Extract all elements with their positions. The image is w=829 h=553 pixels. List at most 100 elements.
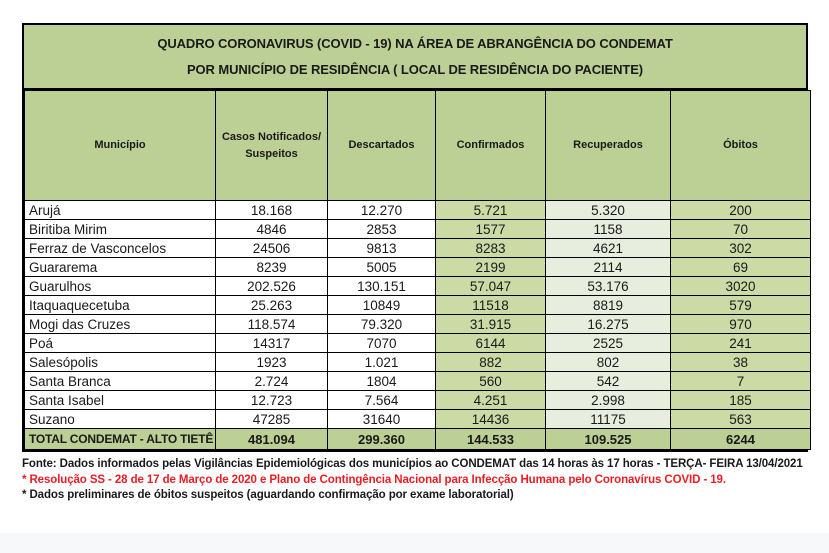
value-cell: 4846 bbox=[215, 219, 328, 239]
value-cell: 970 bbox=[670, 314, 811, 334]
value-cell: 14317 bbox=[215, 333, 328, 353]
table-row: Biritiba Mirim 4846 2853 1577 1158 70 bbox=[24, 219, 811, 239]
total-row: TOTAL CONDEMAT - ALTO TIETÊ 481.094 299.36… bbox=[24, 428, 811, 450]
value-cell: 542 bbox=[545, 371, 671, 391]
municipality-cell: Itaquaquecetuba bbox=[24, 295, 216, 315]
value-cell: 5005 bbox=[327, 257, 436, 277]
value-cell: 24506 bbox=[215, 238, 328, 258]
value-cell: 1804 bbox=[327, 371, 436, 391]
value-cell: 560 bbox=[435, 371, 546, 391]
value-cell: 302 bbox=[670, 238, 811, 258]
municipality-cell: Mogi das Cruzes bbox=[24, 314, 216, 334]
value-cell: 31640 bbox=[327, 409, 436, 429]
value-cell: 8283 bbox=[435, 238, 546, 258]
value-cell: 38 bbox=[670, 352, 811, 372]
value-cell: 10849 bbox=[327, 295, 436, 315]
covid-table-sheet: QUADRO CORONAVIRUS (COVID - 19) NA ÁREA … bbox=[22, 23, 811, 504]
value-cell: 12.723 bbox=[215, 390, 328, 410]
municipality-cell: Santa Isabel bbox=[24, 390, 216, 410]
value-cell: 1.021 bbox=[327, 352, 436, 372]
municipality-cell: Arujá bbox=[24, 200, 216, 220]
municipality-cell: Ferraz de Vasconcelos bbox=[24, 238, 216, 258]
value-cell: 2525 bbox=[545, 333, 671, 353]
value-cell: 130.151 bbox=[327, 276, 436, 296]
total-value-cell: 6244 bbox=[670, 428, 811, 450]
municipality-cell: Biritiba Mirim bbox=[24, 219, 216, 239]
value-cell: 2199 bbox=[435, 257, 546, 277]
header-row: Município Casos Notificados/Suspeitos Desc… bbox=[24, 90, 811, 201]
table-row: Santa Branca 2.724 1804 560 542 7 bbox=[24, 371, 811, 391]
footnote-preliminary-deaths: * Dados preliminares de óbitos suspeitos… bbox=[22, 489, 514, 501]
value-cell: 6144 bbox=[435, 333, 546, 353]
value-cell: 18.168 bbox=[215, 200, 328, 220]
value-cell: 202.526 bbox=[215, 276, 328, 296]
municipality-cell: Santa Branca bbox=[24, 371, 216, 391]
value-cell: 47285 bbox=[215, 409, 328, 429]
value-cell: 4.251 bbox=[435, 390, 546, 410]
value-cell: 79.320 bbox=[327, 314, 436, 334]
value-cell: 70 bbox=[670, 219, 811, 239]
table-row: Guararema 8239 5005 2199 2114 69 bbox=[24, 257, 811, 277]
value-cell: 563 bbox=[670, 409, 811, 429]
table-row: Salesópolis 1923 1.021 882 802 38 bbox=[24, 352, 811, 372]
value-cell: 11518 bbox=[435, 295, 546, 315]
col-header-3: Confirmados bbox=[435, 90, 546, 201]
total-label-cell: TOTAL CONDEMAT - ALTO TIETÊ bbox=[24, 428, 216, 450]
value-cell: 9813 bbox=[327, 238, 436, 258]
value-cell: 57.047 bbox=[435, 276, 546, 296]
value-cell: 882 bbox=[435, 352, 546, 372]
value-cell: 11175 bbox=[545, 409, 671, 429]
value-cell: 8239 bbox=[215, 257, 328, 277]
table-row: Ferraz de Vasconcelos 24506 9813 8283 4621 30… bbox=[24, 238, 811, 258]
value-cell: 1158 bbox=[545, 219, 671, 239]
table-row: Santa Isabel 12.723 7.564 4.251 2.998 185 bbox=[24, 390, 811, 410]
municipality-cell: Guararema bbox=[24, 257, 216, 277]
table-row: Guarulhos 202.526 130.151 57.047 53.176 3020 bbox=[24, 276, 811, 296]
value-cell: 53.176 bbox=[545, 276, 671, 296]
municipality-cell: Suzano bbox=[24, 409, 216, 429]
value-cell: 2.998 bbox=[545, 390, 671, 410]
value-cell: 7070 bbox=[327, 333, 436, 353]
table-row: Itaquaquecetuba 25.263 10849 11518 8819 579 bbox=[24, 295, 811, 315]
value-cell: 16.275 bbox=[545, 314, 671, 334]
value-cell: 1577 bbox=[435, 219, 546, 239]
col-header-5: Óbitos bbox=[670, 90, 811, 201]
covid-table-frame: QUADRO CORONAVIRUS (COVID - 19) NA ÁREA … bbox=[22, 23, 811, 452]
total-value-cell: 144.533 bbox=[435, 428, 546, 450]
table-title-line2: POR MUNICÍPIO DE RESIDÊNCIA ( LOCAL DE R… bbox=[186, 62, 644, 77]
footnote-resolution: * Resolução SS - 28 de 17 de Março de 20… bbox=[22, 473, 726, 486]
footnote-source: Fonte: Dados informados pelas Vigilância… bbox=[22, 458, 803, 470]
value-cell: 802 bbox=[545, 352, 671, 372]
value-cell: 2.724 bbox=[215, 371, 328, 391]
value-cell: 1923 bbox=[215, 352, 328, 372]
col-header-0: Município bbox=[24, 90, 216, 201]
value-cell: 7 bbox=[670, 371, 811, 391]
value-cell: 69 bbox=[670, 257, 811, 277]
table-title-block: QUADRO CORONAVIRUS (COVID - 19) NA ÁREA … bbox=[24, 25, 806, 90]
value-cell: 12.270 bbox=[327, 200, 436, 220]
total-value-cell: 299.360 bbox=[327, 428, 436, 450]
value-cell: 14436 bbox=[435, 409, 546, 429]
value-cell: 579 bbox=[670, 295, 811, 315]
value-cell: 5.721 bbox=[435, 200, 546, 220]
covid-data-table: Município Casos Notificados/Suspeitos Desc… bbox=[24, 90, 811, 450]
value-cell: 7.564 bbox=[327, 390, 436, 410]
value-cell: 25.263 bbox=[215, 295, 328, 315]
municipality-cell: Guarulhos bbox=[24, 276, 216, 296]
col-header-4: Recuperados bbox=[545, 90, 671, 201]
table-row: Suzano 47285 31640 14436 11175 563 bbox=[24, 409, 811, 429]
value-cell: 5.320 bbox=[545, 200, 671, 220]
table-row: Poá 14317 7070 6144 2525 241 bbox=[24, 333, 811, 353]
value-cell: 200 bbox=[670, 200, 811, 220]
value-cell: 3020 bbox=[670, 276, 811, 296]
bottom-band bbox=[0, 533, 829, 553]
value-cell: 31.915 bbox=[435, 314, 546, 334]
col-header-1: Casos Notificados/Suspeitos bbox=[215, 90, 328, 201]
total-value-cell: 481.094 bbox=[215, 428, 328, 450]
col-header-2: Descartados bbox=[327, 90, 436, 201]
value-cell: 118.574 bbox=[215, 314, 328, 334]
value-cell: 241 bbox=[670, 333, 811, 353]
value-cell: 8819 bbox=[545, 295, 671, 315]
table-row: Arujá 18.168 12.270 5.721 5.320 200 bbox=[24, 200, 811, 220]
